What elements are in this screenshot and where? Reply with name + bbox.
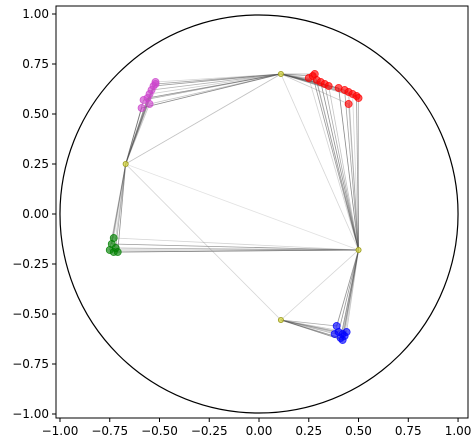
edge-line	[342, 249, 359, 341]
edge-line	[356, 95, 359, 251]
data-point	[342, 328, 351, 336]
edge-line	[149, 73, 281, 95]
edge-line	[324, 83, 359, 251]
x-tick-label: 0.00	[246, 424, 273, 438]
edge-line	[316, 79, 359, 251]
x-tick-label: −0.50	[141, 424, 178, 438]
edge-line	[328, 85, 359, 251]
edge-line	[143, 73, 281, 101]
edge-line	[352, 93, 359, 251]
edge-line	[344, 89, 359, 251]
plot-area	[59, 14, 459, 414]
hub-edge-line	[125, 73, 282, 165]
hub-edge-line	[125, 163, 282, 321]
edge-line	[111, 163, 127, 245]
edge-line	[312, 75, 359, 251]
edge-line	[155, 73, 281, 85]
edge-line	[280, 319, 339, 333]
hub-point	[355, 246, 362, 253]
edge-line	[338, 87, 359, 251]
y-tick-label: −1.00	[12, 407, 49, 421]
data-point	[354, 94, 363, 102]
hub-edge-line	[280, 249, 359, 321]
y-tick-label: −0.75	[12, 357, 49, 371]
edge-line	[141, 73, 282, 109]
data-point	[324, 82, 333, 90]
data-point	[111, 244, 120, 252]
y-tick-label: 1.00	[22, 7, 49, 21]
edge-line	[125, 107, 142, 165]
edge-line	[320, 81, 359, 251]
hub-edge-line	[125, 163, 359, 251]
hub-edge-line	[125, 73, 282, 165]
data-point	[344, 100, 353, 108]
hub-edge-line	[280, 73, 359, 251]
edge-line	[280, 319, 337, 327]
edge-line	[338, 249, 359, 333]
edge-line	[348, 103, 359, 251]
hub-point	[277, 316, 284, 323]
hub-point	[277, 71, 284, 78]
data-point	[145, 100, 154, 108]
edge-line	[346, 249, 359, 333]
x-tick-label: 0.50	[345, 424, 372, 438]
x-tick-label: −0.75	[91, 424, 128, 438]
edge-line	[280, 73, 345, 91]
edge-line	[280, 73, 349, 105]
y-tick-label: −0.50	[12, 307, 49, 321]
edge-line	[117, 249, 359, 253]
data-point	[332, 322, 341, 330]
hub-points	[122, 71, 362, 323]
x-tick-label: −0.25	[191, 424, 228, 438]
x-tick-label: 1.00	[445, 424, 472, 438]
y-axis-ticks: 1.00 0.75 0.50 0.25 0.00 −0.25 −0.50 −0.75 −1.00	[12, 7, 56, 421]
data-point	[338, 336, 347, 344]
hub-point	[122, 160, 129, 167]
x-tick-label: −1.00	[42, 424, 79, 438]
edge-line	[111, 243, 359, 251]
y-tick-label: 0.50	[22, 107, 49, 121]
data-points	[105, 70, 363, 344]
axes-frame	[55, 5, 469, 419]
unit-circle	[59, 14, 459, 414]
y-tick-label: 0.00	[22, 207, 49, 221]
x-tick-label: 0.25	[295, 424, 322, 438]
data-point	[151, 80, 160, 88]
y-tick-label: 0.25	[22, 157, 49, 171]
edge-line	[113, 237, 359, 251]
edge-line	[115, 247, 359, 251]
edge-line	[117, 163, 127, 253]
y-tick-label: −0.25	[12, 257, 49, 271]
edge-line	[348, 91, 359, 251]
edge-line	[115, 163, 127, 249]
y-tick-label: 0.75	[22, 57, 49, 71]
x-tick-label: 0.75	[395, 424, 422, 438]
edge-line	[308, 77, 359, 251]
data-point	[139, 96, 148, 104]
edge-line	[336, 249, 359, 327]
edge-line	[314, 73, 359, 251]
edge-line	[151, 73, 281, 91]
x-axis-ticks: −1.00 −0.75 −0.50 −0.25 0.00 0.25 0.50 0.75 1.00	[42, 418, 472, 438]
data-point	[137, 104, 146, 112]
